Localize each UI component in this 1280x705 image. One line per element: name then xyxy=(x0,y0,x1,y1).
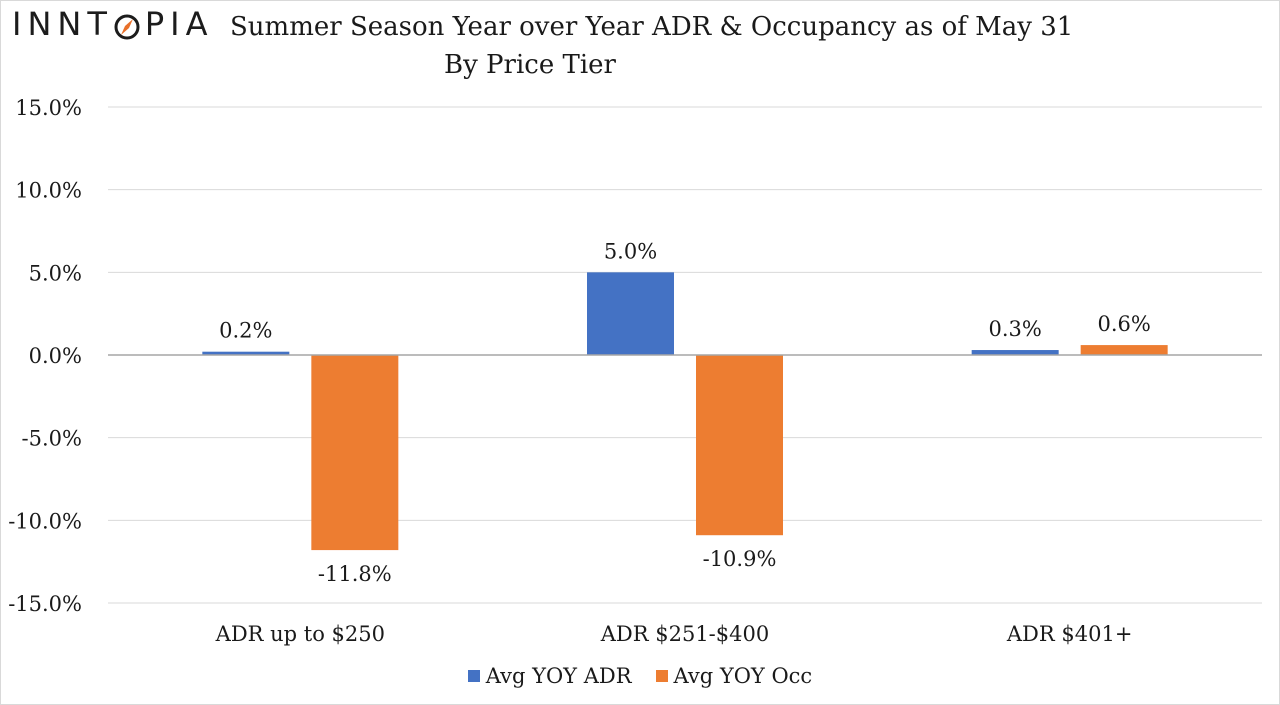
data-label: 5.0% xyxy=(604,239,657,263)
y-tick-label: -5.0% xyxy=(22,427,82,451)
legend-label-occ: Avg YOY Occ xyxy=(673,664,813,688)
bar-occ[interactable] xyxy=(311,355,399,551)
y-tick-label: 0.0% xyxy=(29,344,82,368)
y-axis-tick-labels: 15.0% 10.0% 5.0% 0.0% -5.0% -10.0% -15.0% xyxy=(8,96,82,616)
y-tick-label: -15.0% xyxy=(8,592,82,616)
y-tick-label: -10.0% xyxy=(8,509,82,533)
legend-item-adr[interactable]: Avg YOY ADR xyxy=(467,664,632,688)
legend-swatch-adr xyxy=(467,670,480,682)
x-tick-label: ADR up to $250 xyxy=(215,622,385,646)
compass-logo-icon xyxy=(113,10,141,40)
x-axis-category-labels: ADR up to $250 ADR $251-$400 ADR $401+ xyxy=(215,622,1133,646)
inntopia-logo: INNT PIA xyxy=(12,4,213,44)
data-label: 0.6% xyxy=(1097,312,1150,336)
y-tick-label: 10.0% xyxy=(15,179,82,203)
logo-text-right: PIA xyxy=(144,5,214,43)
data-label: 0.3% xyxy=(988,317,1041,341)
legend-swatch-occ xyxy=(655,670,668,682)
data-label: 0.2% xyxy=(219,319,272,343)
data-label: -10.9% xyxy=(703,547,777,571)
bar-adr[interactable] xyxy=(971,350,1059,355)
x-tick-label: ADR $251-$400 xyxy=(600,622,769,646)
x-tick-label: ADR $401+ xyxy=(1006,622,1133,646)
bar-adr[interactable] xyxy=(202,351,290,355)
legend-item-occ[interactable]: Avg YOY Occ xyxy=(655,664,813,688)
logo-text-left: INNT xyxy=(12,5,113,43)
chart-subtitle: By Price Tier xyxy=(444,50,616,80)
legend-label-adr: Avg YOY ADR xyxy=(485,664,632,688)
bar-occ[interactable] xyxy=(696,355,783,536)
chart-legend: Avg YOY ADR Avg YOY Occ xyxy=(0,661,1280,691)
bar-series xyxy=(202,272,1168,551)
data-label: -11.8% xyxy=(318,562,392,586)
y-tick-label: 5.0% xyxy=(29,261,82,285)
bar-adr[interactable] xyxy=(587,272,674,355)
gridlines xyxy=(108,106,1262,604)
data-labels: 0.2% -11.8% 5.0% -10.9% 0.3% 0.6% xyxy=(219,239,1151,586)
y-tick-label: 15.0% xyxy=(15,96,82,120)
bar-occ[interactable] xyxy=(1080,345,1168,355)
